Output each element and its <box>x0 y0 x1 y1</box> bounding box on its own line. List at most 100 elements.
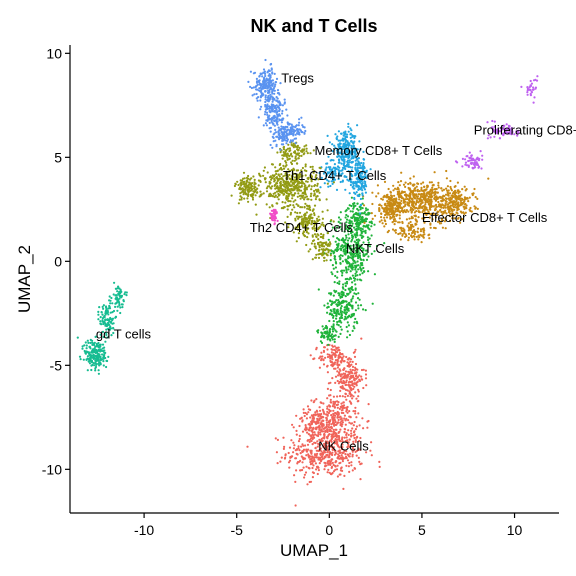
data-point <box>318 166 321 169</box>
data-point <box>264 122 267 125</box>
data-point <box>313 431 316 434</box>
data-point <box>417 227 420 230</box>
data-point <box>353 436 356 440</box>
data-point <box>322 363 326 366</box>
data-point <box>341 423 344 426</box>
data-point <box>247 80 250 83</box>
data-point <box>348 237 351 240</box>
data-point <box>299 189 303 192</box>
data-point <box>373 273 376 276</box>
data-point <box>342 283 345 286</box>
data-point <box>333 311 336 314</box>
data-point <box>337 324 340 327</box>
data-point <box>296 184 299 187</box>
data-point <box>344 295 347 298</box>
data-point <box>290 127 294 131</box>
data-point <box>349 256 352 259</box>
data-point <box>292 441 295 444</box>
data-point <box>264 105 267 108</box>
data-point <box>273 85 276 88</box>
data-point <box>327 185 330 188</box>
data-point <box>301 222 304 225</box>
data-point <box>239 195 242 198</box>
data-point <box>261 75 264 78</box>
data-point <box>495 129 498 132</box>
data-point <box>331 436 334 439</box>
data-point <box>332 418 335 421</box>
data-point <box>288 154 291 158</box>
data-point <box>317 431 320 434</box>
data-point <box>343 145 346 148</box>
data-point <box>347 255 350 258</box>
data-point <box>330 348 333 351</box>
data-point <box>324 177 327 180</box>
data-point <box>334 420 337 423</box>
data-point <box>352 150 355 153</box>
data-point <box>408 200 411 203</box>
data-point <box>97 341 100 345</box>
data-point <box>344 155 348 158</box>
cluster-points-4 <box>314 122 372 215</box>
data-point <box>268 114 271 117</box>
data-point <box>346 178 349 181</box>
data-point <box>298 188 301 191</box>
data-point <box>312 149 315 152</box>
data-point <box>313 220 316 223</box>
data-point <box>317 434 320 438</box>
data-point <box>354 439 357 442</box>
data-point <box>329 242 332 245</box>
data-point <box>366 225 369 228</box>
data-point <box>345 450 348 453</box>
data-point <box>460 193 463 196</box>
data-point <box>328 355 331 358</box>
data-point <box>383 208 386 211</box>
data-point <box>343 427 346 431</box>
data-point <box>355 374 358 377</box>
data-point <box>351 156 354 159</box>
data-point <box>344 282 347 285</box>
data-point <box>297 217 300 220</box>
data-point <box>448 210 451 213</box>
data-point <box>273 184 277 187</box>
data-point <box>300 206 304 209</box>
data-point <box>240 198 243 201</box>
data-point <box>317 238 320 241</box>
data-point <box>349 127 352 130</box>
data-point <box>328 168 331 171</box>
data-point <box>409 177 412 180</box>
data-point <box>339 254 342 257</box>
data-point <box>351 427 354 430</box>
data-point <box>360 244 363 247</box>
data-point <box>332 323 335 326</box>
data-point <box>304 217 307 221</box>
cluster-points-5 <box>230 141 335 262</box>
data-point <box>336 406 339 409</box>
data-point <box>419 228 423 231</box>
data-point <box>412 202 415 205</box>
data-point <box>421 195 424 198</box>
data-point <box>349 210 352 213</box>
data-point <box>341 271 344 274</box>
data-point <box>334 349 337 352</box>
data-point <box>526 91 529 94</box>
data-point <box>393 201 396 204</box>
data-point <box>393 197 396 200</box>
data-point <box>461 165 464 168</box>
data-point <box>407 239 410 242</box>
data-point <box>327 249 330 252</box>
data-point <box>346 277 349 280</box>
data-point <box>294 199 297 202</box>
data-point <box>371 191 374 194</box>
data-point <box>345 355 348 359</box>
data-point <box>336 403 339 406</box>
data-point <box>340 417 343 420</box>
data-point <box>330 414 333 417</box>
data-point <box>280 177 283 180</box>
data-point <box>313 460 316 463</box>
data-point <box>296 144 299 147</box>
data-point <box>326 428 329 431</box>
data-point <box>312 401 315 404</box>
data-point <box>271 72 274 75</box>
data-point <box>336 360 339 363</box>
data-point <box>383 210 387 213</box>
